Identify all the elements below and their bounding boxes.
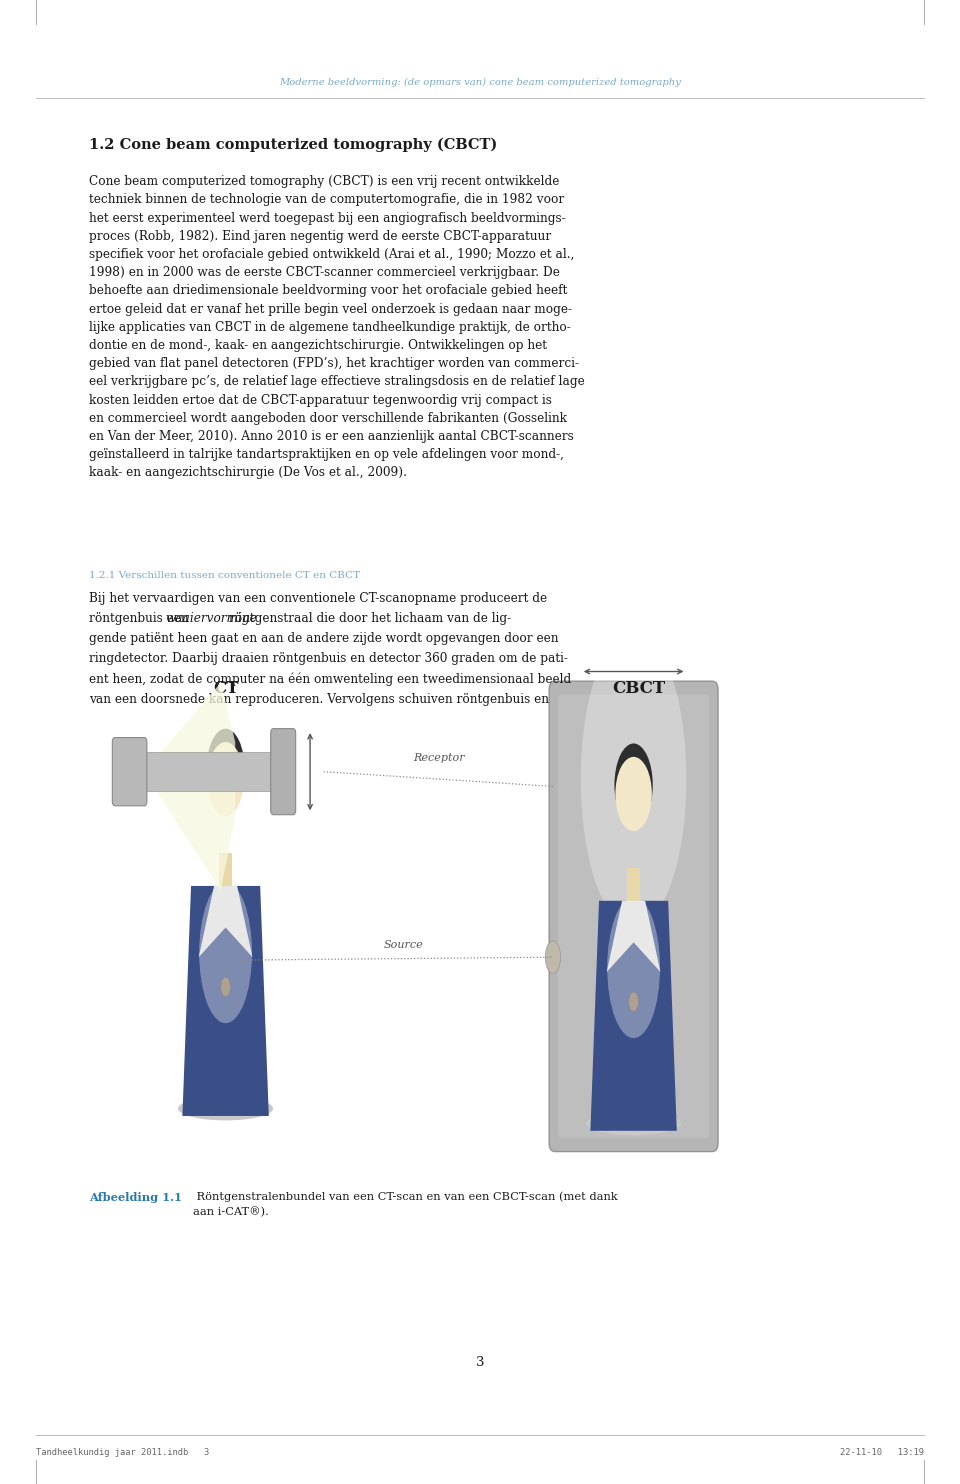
Ellipse shape [614,743,653,827]
Text: Bij het vervaardigen van een conventionele CT-scanopname produceert de: Bij het vervaardigen van een conventione… [89,592,547,605]
Ellipse shape [200,881,252,1024]
Text: Röntgenstralenbundel van een CT-scan en van een CBCT-scan (met dank
aan i-CAT®).: Röntgenstralenbundel van een CT-scan en … [193,1192,617,1217]
Text: CT: CT [213,681,238,697]
Text: röntgenbuis een: röntgenbuis een [89,613,193,625]
Text: 3: 3 [476,1356,484,1368]
Bar [139,752,274,791]
Ellipse shape [608,896,660,1039]
Bar [219,853,232,886]
Ellipse shape [178,1097,273,1120]
FancyBboxPatch shape [549,681,718,1152]
Polygon shape [607,901,660,972]
Ellipse shape [586,1112,682,1135]
Ellipse shape [207,742,244,816]
Text: Cone beam computerized tomography (CBCT) is een vrij recent ontwikkelde
techniek: Cone beam computerized tomography (CBCT)… [89,175,585,479]
Text: Moderne beeldvorming: (de opmars van) cone beam computerized tomography: Moderne beeldvorming: (de opmars van) co… [279,77,681,86]
Ellipse shape [629,991,638,1012]
Ellipse shape [615,757,652,831]
Text: Source: Source [384,939,423,950]
Ellipse shape [206,729,245,812]
Polygon shape [590,901,677,1131]
Polygon shape [182,886,269,1116]
Text: Afbeelding 1.1: Afbeelding 1.1 [89,1192,182,1202]
Text: Tandheelkundig jaar 2011.indb   3: Tandheelkundig jaar 2011.indb 3 [36,1448,209,1457]
Text: CBCT: CBCT [612,681,665,697]
Ellipse shape [221,978,230,997]
Bar [627,868,640,901]
Text: gende patiënt heen gaat en aan de andere zijde wordt opgevangen door een: gende patiënt heen gaat en aan de andere… [89,632,559,646]
Text: Receptor: Receptor [414,752,465,763]
Text: röntgenstraal die door het lichaam van de lig-: röntgenstraal die door het lichaam van d… [226,613,512,625]
Text: van een doorsnede kan reproduceren. Vervolgens schuiven röntgenbuis en: van een doorsnede kan reproduceren. Verv… [89,693,549,706]
Text: waaiervormige: waaiervormige [165,613,257,625]
Text: ringdetector. Daarbij draaien röntgenbuis en detector 360 graden om de pati-: ringdetector. Daarbij draaien röntgenbui… [89,653,568,665]
Text: ent heen, zodat de computer na één omwenteling een tweedimensionaal beeld: ent heen, zodat de computer na één omwen… [89,672,571,686]
Text: 1.2.1 Verschillen tussen conventionele CT en CBCT: 1.2.1 Verschillen tussen conventionele C… [89,571,360,580]
Text: 22-11-10   13:19: 22-11-10 13:19 [839,1448,924,1457]
FancyBboxPatch shape [558,695,709,1138]
Polygon shape [144,683,235,890]
Ellipse shape [581,631,686,928]
Ellipse shape [545,941,561,974]
FancyBboxPatch shape [112,738,147,806]
Text: 1.2 Cone beam computerized tomography (CBCT): 1.2 Cone beam computerized tomography (C… [89,138,497,153]
Polygon shape [199,886,252,957]
FancyBboxPatch shape [271,729,296,815]
